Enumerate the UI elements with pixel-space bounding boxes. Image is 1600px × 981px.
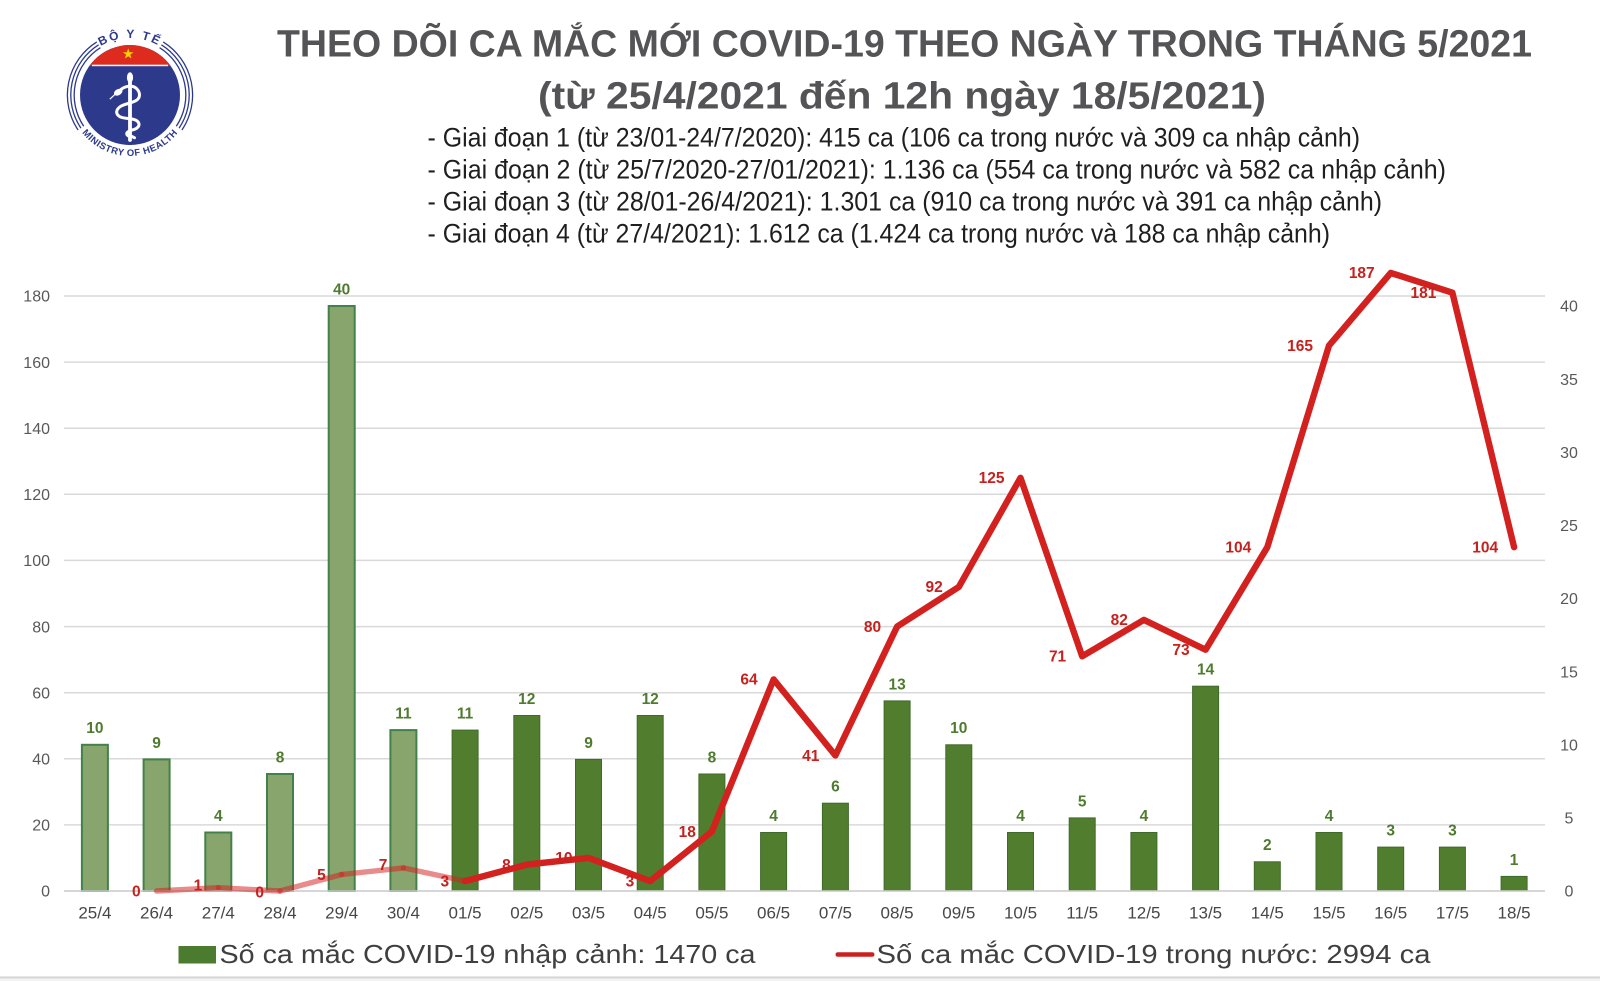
- svg-text:6: 6: [831, 779, 840, 796]
- svg-text:73: 73: [1172, 642, 1190, 659]
- svg-text:9: 9: [152, 735, 161, 752]
- svg-text:100: 100: [23, 553, 50, 570]
- svg-text:11: 11: [457, 706, 474, 723]
- svg-text:140: 140: [23, 421, 50, 438]
- svg-text:3: 3: [1386, 823, 1395, 840]
- svg-text:25/4: 25/4: [78, 904, 111, 923]
- svg-text:0: 0: [255, 884, 264, 901]
- svg-text:2: 2: [1263, 837, 1272, 854]
- svg-text:0: 0: [1565, 884, 1574, 901]
- svg-text:27/4: 27/4: [202, 904, 235, 923]
- svg-text:29/4: 29/4: [325, 904, 358, 923]
- svg-text:- Giai đoạn 1 (từ 23/01-24/7/2: - Giai đoạn 1 (từ 23/01-24/7/2020): 415 …: [428, 123, 1361, 153]
- svg-text:11: 11: [395, 706, 412, 723]
- svg-text:3: 3: [1448, 823, 1457, 840]
- svg-text:- Giai đoạn 4 (từ 27/4/2021):: - Giai đoạn 4 (từ 27/4/2021): 1.612 ca (…: [428, 219, 1331, 249]
- svg-text:1: 1: [194, 878, 203, 895]
- svg-text:35: 35: [1560, 372, 1578, 389]
- svg-text:160: 160: [23, 355, 50, 372]
- svg-text:8: 8: [276, 749, 285, 766]
- svg-text:14/5: 14/5: [1251, 904, 1284, 923]
- svg-text:14: 14: [1197, 662, 1215, 679]
- svg-text:15/5: 15/5: [1312, 904, 1345, 923]
- svg-text:125: 125: [979, 470, 1005, 487]
- svg-text:10: 10: [950, 720, 967, 737]
- svg-text:4: 4: [1140, 808, 1149, 825]
- svg-text:17/5: 17/5: [1436, 904, 1469, 923]
- svg-text:187: 187: [1349, 265, 1375, 282]
- svg-text:7: 7: [379, 857, 388, 874]
- svg-text:3: 3: [626, 873, 635, 890]
- svg-text:BỘ Y TẾ: BỘ Y TẾ: [96, 27, 165, 49]
- svg-text:0: 0: [132, 883, 141, 900]
- svg-text:104: 104: [1225, 540, 1251, 557]
- svg-text:5: 5: [317, 867, 326, 884]
- svg-text:181: 181: [1411, 285, 1437, 302]
- svg-text:01/5: 01/5: [449, 904, 482, 923]
- svg-text:5: 5: [1565, 811, 1574, 828]
- svg-text:80: 80: [32, 619, 50, 636]
- svg-text:(từ 25/4/2021 đến 12h ngày 18/: (từ 25/4/2021 đến 12h ngày 18/5/2021): [538, 75, 1266, 117]
- svg-text:165: 165: [1287, 338, 1313, 355]
- svg-text:10: 10: [1560, 738, 1578, 755]
- svg-text:4: 4: [214, 808, 223, 825]
- svg-text:- Giai đoạn 2 (từ 25/7/2020-27: - Giai đoạn 2 (từ 25/7/2020-27/01/2021):…: [428, 155, 1447, 185]
- svg-text:3: 3: [440, 873, 449, 890]
- svg-text:18/5: 18/5: [1498, 904, 1531, 923]
- svg-text:10: 10: [555, 850, 572, 867]
- svg-text:16/5: 16/5: [1374, 904, 1407, 923]
- svg-text:08/5: 08/5: [881, 904, 914, 923]
- svg-text:40: 40: [333, 281, 350, 298]
- svg-text:15: 15: [1560, 664, 1578, 681]
- svg-text:9: 9: [584, 735, 593, 752]
- svg-text:4: 4: [1325, 808, 1334, 825]
- svg-text:82: 82: [1111, 612, 1128, 629]
- svg-text:20: 20: [1560, 591, 1578, 608]
- svg-text:13: 13: [888, 676, 906, 693]
- svg-text:40: 40: [32, 752, 50, 769]
- svg-text:12/5: 12/5: [1127, 904, 1160, 923]
- svg-text:41: 41: [802, 748, 820, 765]
- svg-text:10/5: 10/5: [1004, 904, 1037, 923]
- svg-text:06/5: 06/5: [757, 904, 790, 923]
- svg-text:1: 1: [1510, 852, 1519, 869]
- svg-text:- Giai đoạn 3 (từ 28/01-26/4/2: - Giai đoạn 3 (từ 28/01-26/4/2021): 1.30…: [428, 187, 1383, 217]
- svg-text:05/5: 05/5: [695, 904, 728, 923]
- svg-text:104: 104: [1472, 540, 1498, 557]
- svg-text:64: 64: [740, 672, 758, 689]
- svg-text:02/5: 02/5: [510, 904, 543, 923]
- svg-text:80: 80: [864, 619, 881, 636]
- svg-text:5: 5: [1078, 793, 1087, 810]
- svg-text:30/4: 30/4: [387, 904, 420, 923]
- svg-text:20: 20: [32, 818, 50, 835]
- svg-text:40: 40: [1560, 299, 1578, 316]
- svg-text:60: 60: [32, 685, 50, 702]
- svg-text:0: 0: [41, 884, 50, 901]
- svg-text:12: 12: [518, 691, 535, 708]
- svg-text:18: 18: [679, 824, 697, 841]
- svg-text:26/4: 26/4: [140, 904, 173, 923]
- svg-text:11/5: 11/5: [1066, 904, 1098, 923]
- svg-text:07/5: 07/5: [819, 904, 852, 923]
- svg-text:Số ca mắc COVID-19 nhập cảnh:: Số ca mắc COVID-19 nhập cảnh: 1470 ca: [220, 939, 757, 969]
- svg-text:13/5: 13/5: [1189, 904, 1222, 923]
- svg-text:Số ca mắc COVID-19 trong nước:: Số ca mắc COVID-19 trong nước: 2994 ca: [877, 939, 1432, 969]
- svg-text:4: 4: [1016, 808, 1025, 825]
- svg-text:09/5: 09/5: [942, 904, 975, 923]
- svg-text:03/5: 03/5: [572, 904, 605, 923]
- svg-text:30: 30: [1560, 445, 1578, 462]
- svg-text:25: 25: [1560, 518, 1578, 535]
- svg-text:92: 92: [926, 579, 943, 596]
- svg-text:28/4: 28/4: [263, 904, 296, 923]
- svg-text:04/5: 04/5: [634, 904, 667, 923]
- svg-text:8: 8: [708, 749, 717, 766]
- svg-text:4: 4: [769, 808, 778, 825]
- svg-text:12: 12: [642, 691, 659, 708]
- svg-text:71: 71: [1049, 649, 1067, 666]
- svg-text:8: 8: [502, 857, 511, 874]
- svg-text:10: 10: [86, 720, 103, 737]
- svg-text:120: 120: [23, 487, 50, 504]
- svg-text:THEO DÕI CA MẮC MỚI COVID-19 T: THEO DÕI CA MẮC MỚI COVID-19 THEO NGÀY T…: [277, 21, 1532, 65]
- svg-text:180: 180: [23, 289, 50, 306]
